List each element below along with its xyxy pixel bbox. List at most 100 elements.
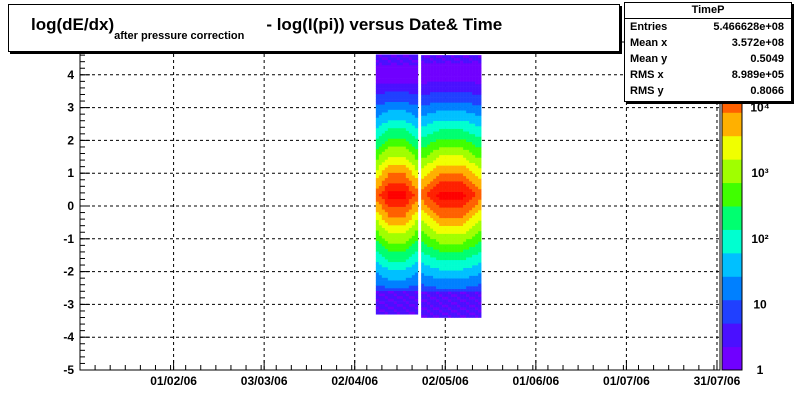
heatmap-cell <box>457 301 461 305</box>
heatmap-cell <box>448 191 452 195</box>
heatmap-cell <box>421 207 425 211</box>
heatmap-cell <box>414 222 419 226</box>
heatmap-cell <box>448 280 452 284</box>
heatmap-cell <box>439 304 443 308</box>
heatmap-cell <box>457 170 461 174</box>
heatmap-cell <box>478 309 482 313</box>
heatmap-cell <box>478 83 482 87</box>
heatmap-cell <box>405 135 410 139</box>
heatmap-cell <box>393 72 398 76</box>
heatmap-cell <box>448 175 452 179</box>
heatmap-cell <box>466 68 470 72</box>
heatmap-cell <box>466 314 470 318</box>
heatmap-cell <box>454 186 458 190</box>
heatmap-cell <box>478 78 482 82</box>
heatmap-cell <box>475 267 479 271</box>
heatmap-cell <box>378 106 383 110</box>
heatmap-cell <box>427 217 431 221</box>
heatmap-cell <box>399 148 404 152</box>
heatmap-cell <box>445 91 449 95</box>
heatmap-cell <box>451 314 455 318</box>
heatmap-cell <box>408 117 413 121</box>
heatmap-cell <box>424 70 428 74</box>
heatmap-cell <box>375 83 380 87</box>
heatmap-cell <box>463 55 467 59</box>
heatmap-cell <box>414 295 419 299</box>
heatmap-cell <box>375 248 380 252</box>
heatmap-cell <box>408 301 413 305</box>
heatmap-cell <box>399 141 404 144</box>
heatmap-cell <box>478 110 482 114</box>
heatmap-cell <box>402 154 407 158</box>
heatmap-cell <box>421 146 425 150</box>
heatmap-cell <box>399 188 404 192</box>
heatmap-cell <box>424 223 428 226</box>
heatmap-cell <box>478 283 482 287</box>
heatmap-cell <box>424 286 428 289</box>
heatmap-cell <box>442 94 446 98</box>
heatmap-cell <box>454 165 458 169</box>
heatmap-cell <box>478 152 482 156</box>
heatmap-cell <box>436 154 440 158</box>
heatmap-cell <box>448 136 452 140</box>
heatmap-cell <box>466 254 470 258</box>
heatmap-cell <box>384 219 389 223</box>
heatmap-cell <box>478 60 482 64</box>
heatmap-cell <box>442 181 446 184</box>
heatmap-cell <box>399 246 404 249</box>
heatmap-cell <box>454 107 458 111</box>
heatmap-cell <box>448 162 452 166</box>
heatmap-cell <box>439 157 443 161</box>
heatmap-cell <box>384 99 389 102</box>
heatmap-cell <box>427 78 431 82</box>
heatmap-cell <box>439 175 443 179</box>
heatmap-cell <box>387 127 392 131</box>
heatmap-cell <box>421 65 425 69</box>
heatmap-cell <box>457 62 461 66</box>
heatmap-cell <box>387 204 392 207</box>
heatmap-cell <box>451 307 455 310</box>
heatmap-cell <box>393 159 398 163</box>
heatmap-cell <box>387 240 392 244</box>
heatmap-cell <box>421 57 425 61</box>
heatmap-cell <box>463 81 467 85</box>
heatmap-cell <box>405 248 410 252</box>
heatmap-cell <box>408 175 413 179</box>
heatmap-cell <box>390 141 395 144</box>
heatmap-cell <box>475 280 479 284</box>
heatmap-cell <box>408 106 413 110</box>
heatmap-cell <box>454 301 458 305</box>
chart-title-box: log(dE/dx)after pressure correction- log… <box>8 4 620 52</box>
heatmap-cell <box>463 212 467 216</box>
heatmap-cell <box>408 248 413 252</box>
heatmap-cell <box>381 91 386 95</box>
heatmap-cell <box>399 127 404 131</box>
heatmap-cell <box>436 283 440 287</box>
heatmap-cell <box>475 291 479 295</box>
x-tick-label: 01/02/06 <box>150 374 197 388</box>
heatmap-cell <box>390 167 395 171</box>
heatmap-cell <box>469 196 473 200</box>
heatmap-cell <box>439 139 443 143</box>
heatmap-cell <box>387 130 392 134</box>
heatmap-cell <box>463 246 467 250</box>
heatmap-cell <box>439 225 443 229</box>
heatmap-cell <box>478 73 482 77</box>
heatmap-cell <box>408 303 413 307</box>
heatmap-cell <box>475 76 479 80</box>
heatmap-cell <box>463 207 467 211</box>
heatmap-cell <box>375 151 380 155</box>
heatmap-cell <box>393 285 398 289</box>
heatmap-cell <box>378 62 383 66</box>
heatmap-cell <box>378 177 383 181</box>
heatmap-cell <box>451 152 455 156</box>
heatmap-cell <box>414 138 419 142</box>
heatmap-cell <box>442 70 446 74</box>
heatmap-cell <box>402 301 407 305</box>
heatmap-cell <box>478 70 482 74</box>
heatmap-cell <box>405 164 410 168</box>
heatmap-cell <box>454 262 458 266</box>
heatmap-cell <box>442 178 446 182</box>
heatmap-cell <box>433 165 437 169</box>
heatmap-cell <box>384 143 389 147</box>
